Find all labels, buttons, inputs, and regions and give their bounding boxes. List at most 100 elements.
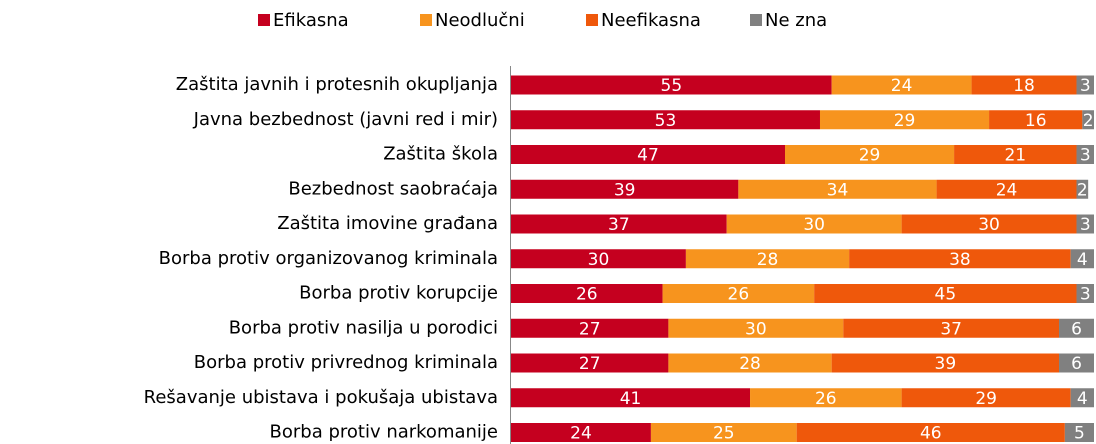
bar-segment	[901, 214, 1077, 234]
legend-swatch	[258, 14, 270, 26]
bar-segment	[1059, 353, 1094, 373]
value-label: 26	[815, 389, 837, 409]
value-label: 18	[1013, 76, 1035, 96]
bar-segment	[738, 179, 937, 199]
legend-swatch	[420, 14, 432, 26]
legend-label: Neefikasna	[601, 10, 701, 31]
bar-segment	[511, 284, 663, 303]
value-label: 26	[576, 285, 598, 305]
bar-segment	[511, 388, 751, 408]
bar-segment	[831, 75, 972, 95]
value-label: 30	[588, 250, 610, 270]
category-label: Rešavanje ubistava i pokušaja ubistava	[144, 387, 498, 408]
bar-segment	[511, 110, 820, 130]
value-label: 27	[579, 319, 601, 339]
value-label: 26	[728, 285, 750, 305]
value-label: 24	[891, 76, 913, 96]
value-label: 27	[579, 354, 601, 374]
value-label: 29	[894, 111, 916, 131]
value-label: 30	[803, 215, 825, 235]
category-label: Zaštita škola	[383, 144, 498, 165]
category-label: Borba protiv nasilja u porodici	[229, 317, 498, 338]
value-label: 46	[920, 424, 942, 444]
value-label: 45	[935, 285, 957, 305]
bar-segment	[849, 249, 1071, 269]
bar-segment	[1076, 145, 1094, 164]
value-label: 16	[1025, 111, 1047, 131]
bar-segment	[936, 179, 1077, 199]
bar-segment	[511, 75, 832, 95]
value-label: 38	[949, 250, 971, 270]
bar-segment	[511, 353, 669, 373]
bar-segment	[1076, 284, 1094, 303]
bar-segment	[650, 423, 797, 442]
bar-segment	[1076, 179, 1089, 199]
bar-segment	[511, 145, 786, 164]
value-label: 24	[570, 424, 592, 444]
legend-label: Ne zna	[765, 10, 827, 31]
value-label: 6	[1071, 319, 1082, 339]
value-label: 30	[978, 215, 1000, 235]
bar-segment	[685, 249, 850, 269]
bar-segment	[1070, 249, 1094, 269]
bar-segment	[511, 423, 651, 442]
value-label: 28	[757, 250, 779, 270]
category-label: Bezbednost saobraćaja	[288, 178, 498, 199]
value-label: 53	[655, 111, 677, 131]
value-label: 39	[935, 354, 957, 374]
category-label: Zaštita javnih i protesnih okupljanja	[176, 74, 498, 95]
bar-segment	[843, 318, 1060, 338]
bar-segment	[511, 179, 739, 199]
category-label: Borba protiv narkomanije	[270, 422, 499, 443]
value-label: 55	[661, 76, 683, 96]
bar-segment	[785, 145, 955, 164]
value-label: 3	[1080, 146, 1091, 166]
legend-label: Efikasna	[273, 10, 349, 31]
bar-segment	[511, 249, 686, 269]
value-label: 25	[713, 424, 735, 444]
value-label: 37	[940, 319, 962, 339]
bar-segment	[1076, 214, 1094, 234]
category-label: Borba protiv privrednog kriminala	[194, 352, 498, 373]
bar-segment	[831, 353, 1060, 373]
value-label: 30	[745, 319, 767, 339]
bar-segment	[511, 318, 669, 338]
bar-segment	[819, 110, 990, 130]
value-label: 47	[637, 146, 659, 166]
legend-label: Neodlučni	[435, 10, 525, 31]
value-label: 37	[608, 215, 630, 235]
value-label: 28	[739, 354, 761, 374]
bar-segment	[901, 388, 1071, 408]
bar-segment	[1070, 388, 1094, 408]
bar-segment	[1064, 423, 1094, 442]
value-label: 21	[1004, 146, 1026, 166]
bar-segment	[1076, 75, 1094, 95]
value-label: 4	[1077, 250, 1088, 270]
value-label: 41	[620, 389, 642, 409]
category-label: Zaštita imovine građana	[277, 213, 498, 234]
value-label: 29	[859, 146, 881, 166]
bar-segment	[1082, 110, 1094, 130]
category-label: Borba protiv korupcije	[299, 283, 498, 304]
value-label: 2	[1077, 180, 1088, 200]
bar-segment	[668, 353, 832, 373]
bar-segment	[1059, 318, 1094, 338]
bar-segment	[726, 214, 902, 234]
value-label: 39	[614, 180, 636, 200]
legend-swatch	[750, 14, 762, 26]
category-label: Borba protiv organizovanog kriminala	[159, 248, 498, 269]
bar-segment	[750, 388, 902, 408]
bar-segment	[971, 75, 1077, 95]
value-label: 34	[827, 180, 849, 200]
bar-segment	[511, 214, 727, 234]
bar-segment	[662, 284, 815, 303]
bar-segment	[814, 284, 1077, 303]
value-label: 24	[996, 180, 1018, 200]
value-label: 3	[1080, 76, 1091, 96]
value-label: 29	[975, 389, 997, 409]
bar-segment	[796, 423, 1065, 442]
value-label: 6	[1071, 354, 1082, 374]
bar-segment	[954, 145, 1077, 164]
value-label: 3	[1080, 215, 1091, 235]
